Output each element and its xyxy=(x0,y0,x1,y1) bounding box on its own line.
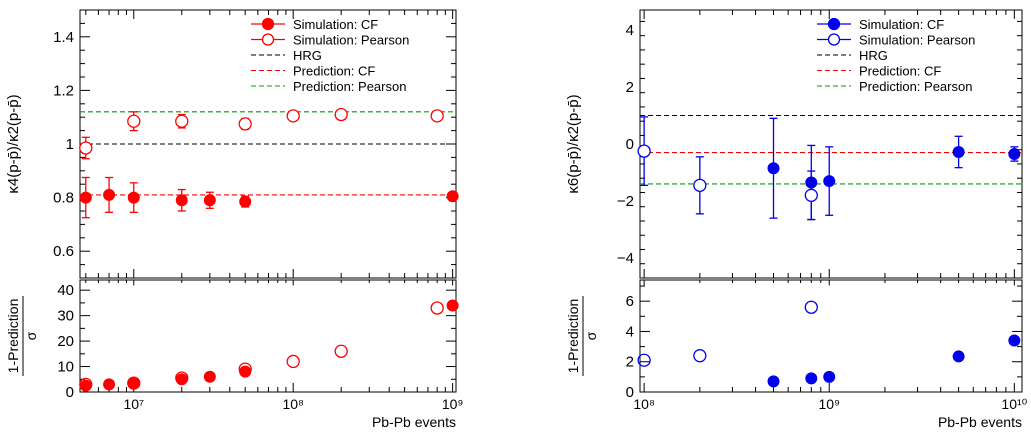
ratio-point-cf xyxy=(175,373,188,386)
ratio-point-pearson xyxy=(286,354,300,369)
legend-swatch-marker xyxy=(261,17,275,31)
ratio-point-pearson xyxy=(637,353,651,367)
y-tick-label: 2 xyxy=(626,79,634,96)
y-tick-label: 0 xyxy=(626,136,634,153)
y-tick-label: 0.6 xyxy=(53,243,74,260)
ratio-plot-frame xyxy=(639,279,1023,393)
chart-panel-2: 10⁸ 10⁹ 10¹⁰ Pb-Pb events −4 −2 0 2 4 κ6(p-p̄)/κ2… xyxy=(565,9,1028,430)
legend-label: HRG xyxy=(859,48,888,63)
main-plot-frame xyxy=(639,9,1023,279)
y-tick-label: 1 xyxy=(66,136,74,153)
ratio-y-tick-label: 10 xyxy=(57,359,74,376)
ratio-y-axis-title: 1-Prediction σ xyxy=(5,296,39,376)
data-point-cf xyxy=(79,191,92,204)
ratio-point-cf xyxy=(1008,334,1021,347)
legend-label: Simulation: CF xyxy=(293,17,378,32)
data-point-pearson xyxy=(430,109,444,123)
x-tick-label: 10⁷ xyxy=(123,396,144,412)
legend-label: Prediction: CF xyxy=(293,64,375,79)
x-tick-label: 10¹⁰ xyxy=(1001,396,1027,412)
y-tick-label: 0.8 xyxy=(53,190,74,207)
data-point-cf xyxy=(203,194,216,207)
ratio-point-pearson xyxy=(430,301,444,315)
ratio-point-pearson xyxy=(334,344,348,358)
ratio-y-tick-label: 0 xyxy=(626,384,634,401)
ratio-y-title-denominator: σ xyxy=(583,331,599,340)
y-axis-title: κ6(p-p̄)/κ2(p-p̄) xyxy=(565,94,582,193)
data-point-cf xyxy=(175,194,188,207)
ratio-point-cf xyxy=(767,375,780,388)
y-axis-title: κ4(p-p̄)/κ2(p-p̄) xyxy=(5,94,22,193)
data-point-pearson xyxy=(637,144,651,158)
ratio-point-cf xyxy=(103,378,116,391)
ratio-y-tick-label: 2 xyxy=(626,354,634,371)
x-axis-title: Pb-Pb events xyxy=(938,414,1022,430)
ratio-point-cf xyxy=(952,350,965,363)
data-point-pearson xyxy=(693,178,707,192)
data-point-cf xyxy=(239,195,252,208)
ratio-y-axis-title: 1-Prediction σ xyxy=(565,296,599,376)
legend-label: Simulation: Pearson xyxy=(859,33,975,48)
data-point-cf xyxy=(823,175,836,188)
ratio-point-cf xyxy=(823,370,836,383)
data-point-pearson xyxy=(79,141,93,155)
data-point-cf xyxy=(103,188,116,201)
data-point-cf xyxy=(952,145,965,158)
y-tick-label: 1.2 xyxy=(53,82,74,99)
y-tick-label: 4 xyxy=(626,22,634,39)
data-point-cf xyxy=(767,162,780,175)
data-point-pearson xyxy=(127,114,141,128)
ratio-y-tick-label: 30 xyxy=(57,308,74,325)
data-point-cf xyxy=(127,191,140,204)
ratio-y-tick-label: 20 xyxy=(57,333,74,350)
ratio-y-tick-label: 6 xyxy=(626,293,634,310)
legend-label: Prediction: Pearson xyxy=(859,79,972,94)
ratio-point-cf xyxy=(446,299,459,312)
ratio-y-title-denominator: σ xyxy=(23,331,39,340)
ratio-plot-frame xyxy=(79,279,457,393)
data-point-cf xyxy=(1008,147,1021,160)
ratio-y-tick-label: 40 xyxy=(57,282,74,299)
ratio-point-pearson xyxy=(804,300,818,314)
y-tick-label: −4 xyxy=(617,250,634,267)
data-point-pearson xyxy=(804,188,818,202)
legend-label: Simulation: Pearson xyxy=(293,33,409,48)
ratio-point-cf xyxy=(805,372,818,385)
legend-label: Prediction: Pearson xyxy=(293,79,406,94)
x-axis-title: Pb-Pb events xyxy=(372,414,456,430)
ratio-point-cf xyxy=(79,379,92,392)
x-tick-label: 10⁸ xyxy=(633,396,655,412)
data-point-pearson xyxy=(238,117,252,131)
y-tick-label: −2 xyxy=(617,193,634,210)
y-tick-label: 1.4 xyxy=(53,29,74,46)
legend-swatch-marker xyxy=(827,33,841,46)
chart-panel-1: 10⁷ 10⁸ 10⁹ Pb-Pb events 0.6 0.8 1 1.2 1.4 κ4(p-p… xyxy=(5,9,464,430)
data-point-pearson xyxy=(175,114,189,128)
ratio-point-cf xyxy=(127,377,140,390)
data-point-pearson xyxy=(286,109,300,123)
ratio-y-tick-label: 0 xyxy=(66,384,74,401)
legend-swatch-marker xyxy=(261,33,275,46)
ratio-y-title-numerator: 1-Prediction xyxy=(5,299,21,374)
ratio-point-cf xyxy=(203,370,216,383)
ratio-y-title-numerator: 1-Prediction xyxy=(565,299,581,374)
data-point-pearson xyxy=(334,107,348,122)
legend-label: HRG xyxy=(293,48,322,63)
data-point-cf xyxy=(446,190,459,203)
legend-label: Prediction: CF xyxy=(859,64,941,79)
ratio-y-tick-label: 4 xyxy=(626,323,634,340)
ratio-point-pearson xyxy=(693,349,707,363)
ratio-point-cf xyxy=(239,365,252,378)
x-tick-label: 10⁸ xyxy=(282,396,304,412)
x-tick-label: 10⁹ xyxy=(442,396,464,412)
legend-swatch-marker xyxy=(827,17,841,31)
legend-label: Simulation: CF xyxy=(859,17,944,32)
x-tick-label: 10⁹ xyxy=(818,396,840,412)
